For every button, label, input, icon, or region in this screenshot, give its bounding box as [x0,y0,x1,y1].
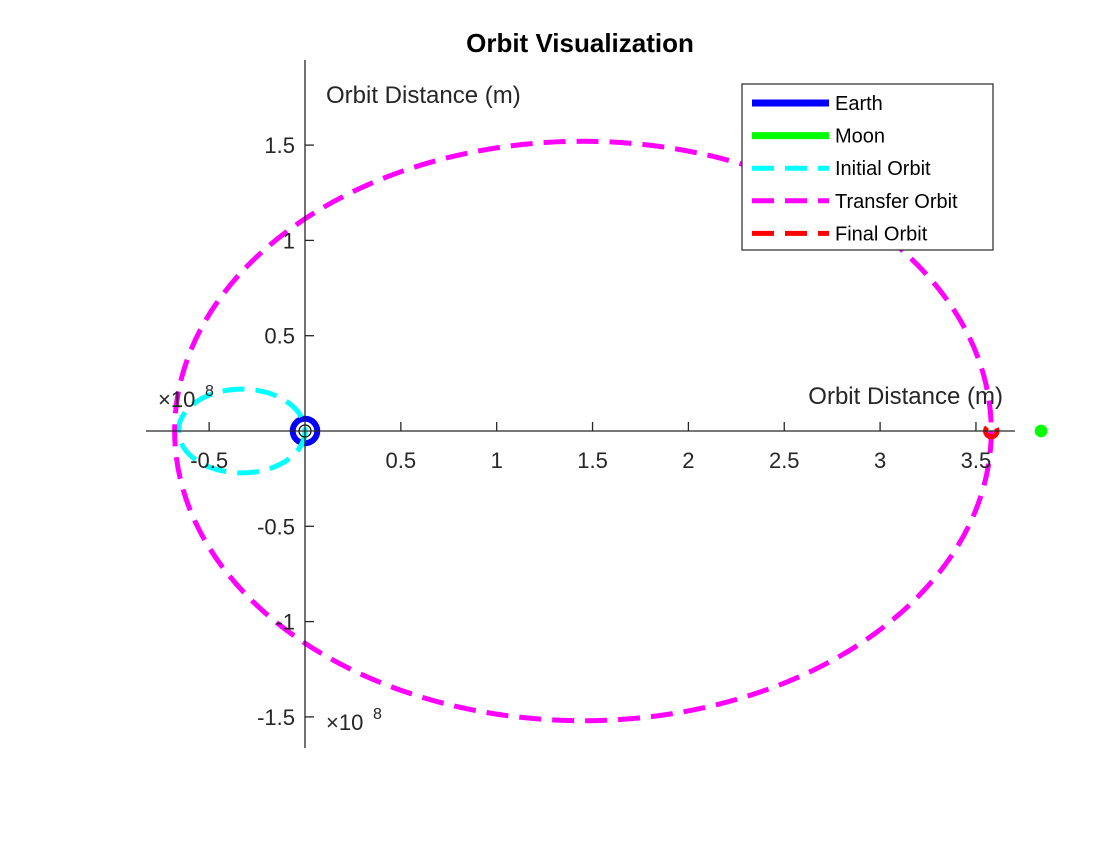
axes [146,60,1015,748]
legend-label: Final Orbit [835,223,928,245]
y-multiplier-exponent: 8 [373,706,382,723]
x-multiplier-base: ×10 [158,387,195,412]
x-tick-label: 2.5 [769,448,800,473]
x-tick-label: 1 [491,448,503,473]
y-tick-label: 1 [283,228,295,253]
legend-box [741,83,994,251]
x-tick-label: -0.5 [190,448,228,473]
tick-marks: -0.5 0.5 1 1.5 2 2.5 3 3.5 -1.5 -1 -0.5 0.5 1 1.5 [190,133,991,730]
y-tick-label: -0.5 [257,514,295,539]
y-tick-label: -1 [275,610,295,635]
x-tick-label: 3 [874,448,886,473]
chart-title: Orbit Visualization [466,28,694,58]
x-tick-label: 3.5 [961,448,992,473]
legend-label: Transfer Orbit [835,191,958,213]
x-axis-label: Orbit Distance (m) [808,383,1003,410]
y-multiplier: ×10 8 [326,706,382,735]
y-axis-label: Orbit Distance (m) [326,82,521,109]
y-multiplier-base: ×10 [326,710,363,735]
series-moon [1034,424,1048,438]
y-tick-label: -1.5 [257,705,295,730]
x-multiplier: ×10 8 [158,383,214,412]
legend-label: Initial Orbit [835,158,931,180]
x-tick-label: 0.5 [386,448,417,473]
x-multiplier-exponent: 8 [205,383,214,400]
y-tick-label: 0.5 [264,324,295,349]
legend-label: Moon [835,126,885,148]
legend: Earth Moon Initial Orbit Transfer Orbit Fina… [741,83,994,251]
x-tick-label: 1.5 [577,448,608,473]
x-tick-label: 2 [682,448,694,473]
legend-label: Earth [835,93,883,115]
y-tick-label: 1.5 [264,133,295,158]
